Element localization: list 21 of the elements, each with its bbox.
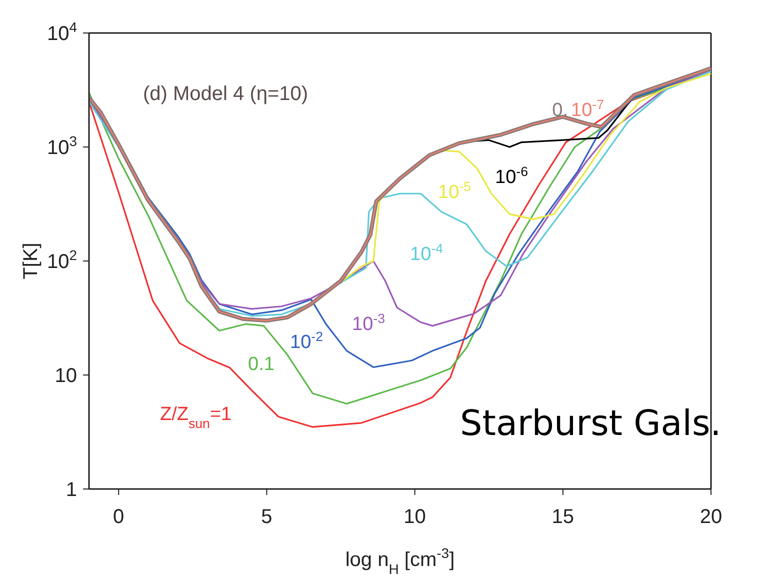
series-label: 0.1 — [248, 354, 274, 375]
x-tick-label: 10 — [404, 506, 426, 528]
x-tick-label: 20 — [700, 506, 722, 528]
series-label: 10$^{-4}$ — [410, 240, 443, 265]
series-label: 10$^{-7}$ — [571, 96, 604, 121]
y-tick-label: 1 — [66, 479, 77, 501]
y-tick-label: 10$^{3}$ — [46, 133, 78, 159]
y-tick-label: 10$^{4}$ — [46, 19, 78, 45]
series-label: 10$^{-2}$ — [290, 328, 323, 353]
series-label: Z/Z$_{sun}$=1 — [160, 404, 232, 430]
x-tick-label: 0 — [113, 506, 124, 528]
y-tick-label: 10$^{2}$ — [46, 247, 78, 273]
series-label: 10$^{-6}$ — [495, 164, 528, 188]
x-axis-title: log n$_{H}$ [cm$^{-3}$] — [345, 545, 455, 577]
y-tick-label: 10 — [54, 365, 77, 387]
x-tick-label: 15 — [552, 506, 574, 528]
annotation: (d) Model 4 (η=10) — [143, 83, 308, 105]
x-tick-label: 5 — [261, 506, 272, 528]
series-label: 10$^{-5}$ — [438, 178, 471, 203]
series-label: 10$^{-3}$ — [352, 310, 385, 335]
y-axis-title: T[K] — [20, 242, 42, 280]
